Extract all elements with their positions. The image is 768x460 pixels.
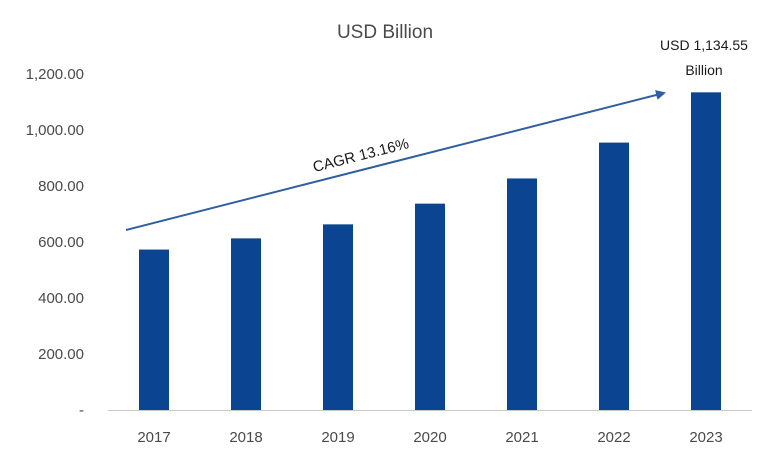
x-tick-label: 2017 bbox=[137, 429, 170, 446]
last-bar-value-label-line2: Billion bbox=[685, 62, 722, 78]
x-tick-label: 2021 bbox=[505, 429, 538, 446]
y-tick-label: - bbox=[79, 402, 84, 419]
last-bar-value-label-line1: USD 1,134.55 bbox=[660, 37, 748, 53]
bar-2017 bbox=[139, 249, 169, 410]
y-tick-label: 600.00 bbox=[38, 234, 84, 251]
y-axis-tick-labels: - 200.00 400.00 600.00 800.00 1,000.00 1,200.0… bbox=[26, 66, 84, 419]
bar-2023 bbox=[691, 92, 721, 411]
x-tick-label: 2020 bbox=[413, 429, 446, 446]
y-tick-label: 400.00 bbox=[38, 290, 84, 307]
bars-group bbox=[139, 92, 721, 411]
bar-2021 bbox=[507, 178, 537, 410]
y-tick-label: 1,000.00 bbox=[26, 122, 84, 139]
x-tick-label: 2023 bbox=[689, 429, 722, 446]
x-tick-label: 2019 bbox=[321, 429, 354, 446]
bar-2018 bbox=[231, 238, 261, 410]
y-tick-label: 1,200.00 bbox=[26, 66, 84, 83]
x-axis-tick-labels: 2017 2018 2019 2020 2021 2022 2023 bbox=[137, 429, 722, 446]
cagr-trend-arrow bbox=[125, 90, 666, 231]
x-tick-label: 2022 bbox=[597, 429, 630, 446]
bar-2019 bbox=[323, 224, 353, 410]
bar-2020 bbox=[415, 203, 445, 410]
y-tick-label: 200.00 bbox=[38, 346, 84, 363]
x-tick-label: 2018 bbox=[229, 429, 262, 446]
y-tick-label: 800.00 bbox=[38, 178, 84, 195]
bar-2022 bbox=[599, 142, 629, 410]
chart-title: USD Billion bbox=[337, 22, 433, 43]
